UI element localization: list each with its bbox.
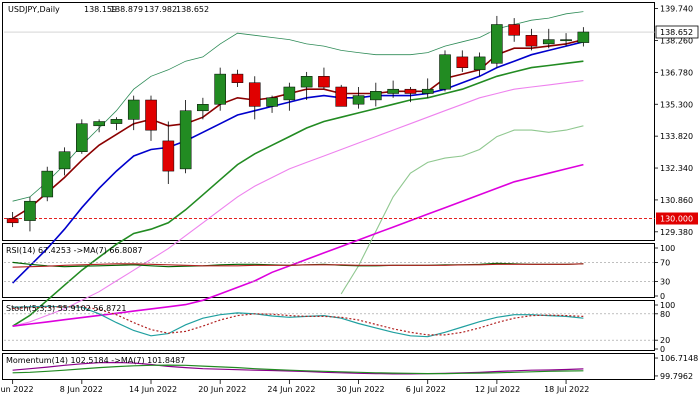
price-ohlc-open: 138.159 bbox=[84, 5, 117, 14]
stoch-series-line bbox=[12, 306, 584, 336]
y-tick-label: 133.820 bbox=[660, 132, 693, 141]
candle-body bbox=[387, 88, 399, 94]
candle-body bbox=[335, 86, 348, 107]
rsi-y-tick-label: 100 bbox=[660, 244, 675, 253]
candle-body bbox=[439, 54, 451, 90]
momentum-y-tick-label: 99.7962 bbox=[660, 372, 693, 381]
candle-body bbox=[214, 73, 226, 105]
candle-body bbox=[6, 218, 19, 224]
candle-body bbox=[179, 110, 192, 170]
price-panel: 139.740 138.260 136.780 135.300 133.820 132.3… bbox=[4, 5, 699, 327]
candle-body bbox=[283, 86, 296, 101]
candle-body bbox=[473, 56, 486, 71]
candle-body bbox=[41, 170, 54, 198]
x-tick-label: 30 Jun 2022 bbox=[337, 385, 385, 394]
candle-body bbox=[197, 104, 209, 112]
x-tick-label: 2 Jun 2022 bbox=[0, 385, 34, 394]
stoch-y-tick-label: 80 bbox=[660, 310, 670, 319]
candle-body bbox=[525, 35, 538, 47]
momentum-panel: 106.7148 99.7962 bbox=[12, 354, 698, 381]
candle-body bbox=[110, 119, 123, 124]
candle-body bbox=[421, 88, 434, 94]
x-tick-label: 18 Jul 2022 bbox=[544, 385, 589, 394]
candle-body bbox=[456, 56, 469, 68]
x-tick-label: 8 Jun 2022 bbox=[60, 385, 103, 394]
momentum-series-line bbox=[12, 364, 584, 375]
y-tick-label: 138.260 bbox=[660, 37, 693, 46]
x-tick-label: 24 Jun 2022 bbox=[267, 385, 315, 394]
moving-average-line bbox=[12, 38, 584, 220]
candle-body bbox=[560, 39, 572, 42]
candle-body bbox=[491, 24, 503, 64]
candle-body bbox=[248, 82, 261, 107]
stoch-series-line bbox=[12, 305, 584, 338]
x-tick-label: 6 Jul 2022 bbox=[406, 385, 446, 394]
rsi-y-tick-label: 70 bbox=[660, 258, 670, 267]
level-price-label: 130.000 bbox=[660, 215, 693, 224]
stoch-y-tick-label: 100 bbox=[660, 301, 675, 310]
rsi-y-tick-label: 30 bbox=[660, 278, 670, 287]
moving-average-line bbox=[12, 41, 584, 284]
stoch-y-tick-label: 20 bbox=[660, 336, 670, 345]
price-ohlc-low: 137.982 bbox=[144, 5, 177, 14]
candle-body bbox=[370, 91, 382, 101]
price-panel-frame bbox=[2, 2, 655, 241]
y-tick-label: 132.340 bbox=[660, 164, 693, 173]
candle-body bbox=[577, 31, 590, 43]
candle-body bbox=[76, 123, 88, 152]
candle-body bbox=[404, 88, 417, 94]
x-tick-label: 14 Jun 2022 bbox=[129, 385, 177, 394]
price-ohlc-high: 138.879 bbox=[110, 5, 143, 14]
stoch-y-tick-label: 0 bbox=[660, 345, 665, 354]
moving-average-line bbox=[12, 60, 584, 327]
y-tick-label: 130.860 bbox=[660, 196, 693, 205]
rsi-panel-frame bbox=[2, 243, 655, 298]
candle-body bbox=[145, 99, 157, 131]
candle-body bbox=[58, 151, 71, 170]
momentum-y-tick-label: 106.7148 bbox=[660, 354, 698, 363]
y-tick-label: 139.740 bbox=[660, 5, 693, 14]
candle-body bbox=[542, 39, 555, 45]
y-tick-label: 135.300 bbox=[660, 100, 693, 109]
candle-body bbox=[162, 140, 175, 172]
stoch-title: Stoch(5,3,3) 55.9102 56.8721 bbox=[6, 304, 126, 313]
candle-body bbox=[318, 76, 330, 88]
candle-body bbox=[300, 76, 313, 88]
candle-body bbox=[93, 121, 105, 127]
price-ohlc-close: 138.652 bbox=[176, 5, 209, 14]
momentum-panel-frame bbox=[2, 353, 655, 380]
x-tick-label: 20 Jun 2022 bbox=[198, 385, 246, 394]
momentum-title: Momentum(14) 102.5184 ->MA(7) 101.8487 bbox=[6, 356, 185, 365]
candle-body bbox=[352, 95, 365, 105]
candle-body bbox=[24, 200, 36, 221]
y-tick-label: 136.780 bbox=[660, 68, 693, 77]
rsi-title: RSI(14) 67.4253 ->MA(7) 66.8087 bbox=[6, 246, 143, 255]
x-tick-label: 12 Jul 2022 bbox=[475, 385, 520, 394]
price-chart-title: USDJPY,Daily bbox=[8, 5, 60, 14]
stoch-panel-frame bbox=[2, 300, 655, 351]
level-price-box bbox=[656, 212, 698, 225]
rsi-panel: 100 70 30 0 bbox=[4, 244, 675, 301]
y-tick-label: 129.380 bbox=[660, 228, 693, 237]
rsi-series-line bbox=[12, 263, 584, 268]
upper-band-line bbox=[12, 11, 584, 202]
rsi-y-tick-label: 0 bbox=[660, 292, 665, 301]
x-axis: 2 Jun 2022 8 Jun 2022 14 Jun 2022 20 Jun 20… bbox=[0, 380, 589, 394]
last-price-label: 138.652 bbox=[660, 28, 693, 37]
moving-average-line bbox=[12, 80, 584, 327]
moving-average-line bbox=[340, 125, 584, 295]
candle-body bbox=[266, 97, 278, 107]
last-price-box bbox=[655, 25, 699, 39]
candle-body bbox=[508, 24, 520, 36]
momentum-series-line bbox=[12, 361, 584, 375]
candle-body bbox=[127, 99, 140, 120]
candle-body bbox=[231, 73, 244, 83]
